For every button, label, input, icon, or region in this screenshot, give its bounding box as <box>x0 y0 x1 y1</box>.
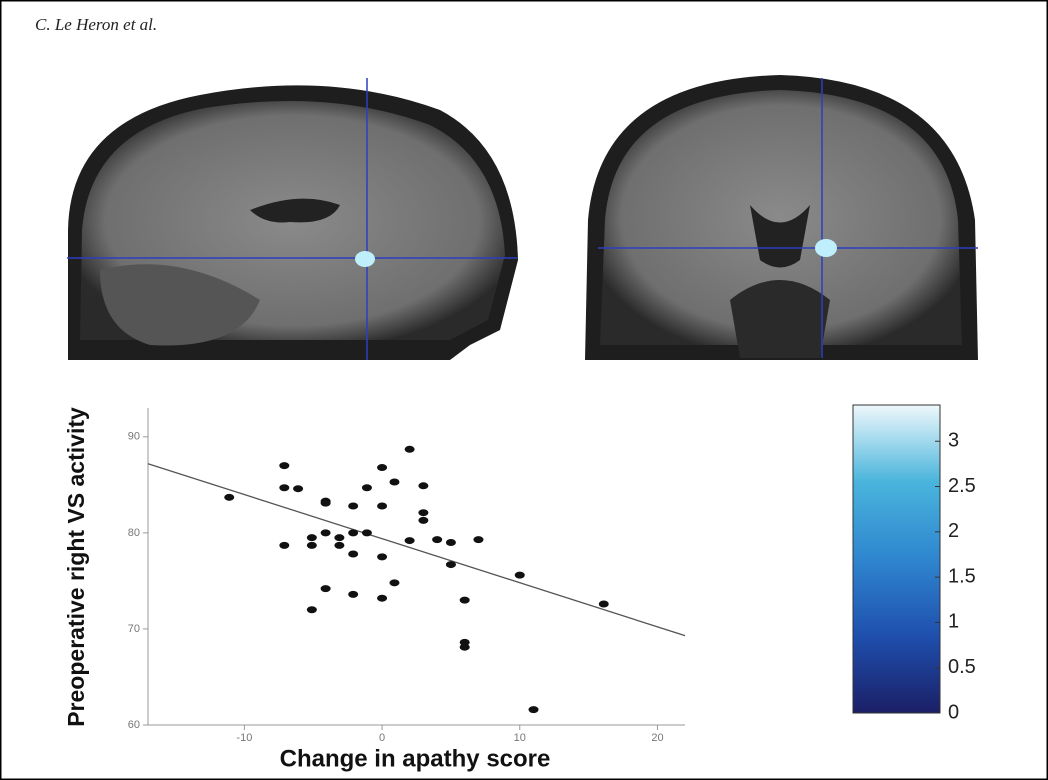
data-point <box>321 529 331 536</box>
coronal-image <box>585 75 978 360</box>
colorbar-tick-label: 2.5 <box>948 475 976 497</box>
data-point <box>446 539 456 546</box>
data-point <box>599 600 609 607</box>
colorbar-tick-label: 1.5 <box>948 565 976 587</box>
figure: C. Le Heron et al. Preoperative right VS… <box>0 0 1048 780</box>
data-point <box>293 485 303 492</box>
data-point <box>418 482 428 489</box>
data-point <box>334 542 344 549</box>
data-point <box>348 502 358 509</box>
colorbar-tick-label: 1 <box>948 611 959 633</box>
data-point <box>348 551 358 558</box>
data-point <box>389 478 399 485</box>
data-point <box>377 595 387 602</box>
data-point <box>529 706 539 713</box>
y-tick-label: 70 <box>128 623 140 635</box>
data-point <box>321 500 331 507</box>
y-tick-label: 80 <box>128 527 140 539</box>
data-point <box>377 464 387 471</box>
data-point <box>460 644 470 651</box>
data-point <box>432 536 442 543</box>
colorbar-tick-label: 0.5 <box>948 656 976 678</box>
colorbar-tick-label: 3 <box>948 430 959 452</box>
data-point <box>473 536 483 543</box>
header-text: C. Le Heron et al. <box>35 15 157 34</box>
y-axis-label: Preoperative right VS activity <box>63 407 89 727</box>
data-point <box>348 591 358 598</box>
data-point <box>362 484 372 491</box>
data-point <box>279 462 289 469</box>
page: Figure html, body { margin: 0; padding: … <box>0 0 1048 780</box>
data-point <box>279 484 289 491</box>
data-point <box>321 585 331 592</box>
page-body: {"header": {"text": "C. Le Heron et al."… <box>0 0 1048 780</box>
colorbar <box>853 405 940 713</box>
data-point <box>460 597 470 604</box>
y-tick-label: 60 <box>128 719 140 731</box>
sagittal-image <box>65 75 520 360</box>
data-point <box>279 542 289 549</box>
data-point <box>334 534 344 541</box>
data-point <box>418 509 428 516</box>
colorbar-tick-label: 2 <box>948 520 959 542</box>
data-point <box>377 502 387 509</box>
data-point <box>446 561 456 568</box>
data-point <box>348 529 358 536</box>
x-tick-label: -10 <box>236 732 252 744</box>
data-point <box>307 606 317 613</box>
data-point <box>405 537 415 544</box>
x-axis-label: Change in apathy score <box>280 745 551 772</box>
data-point <box>362 529 372 536</box>
data-point <box>377 553 387 560</box>
data-point <box>307 534 317 541</box>
data-point <box>389 579 399 586</box>
x-tick-label: 10 <box>514 732 526 744</box>
data-point <box>307 542 317 549</box>
colorbar-tick-label: 0 <box>948 701 959 723</box>
x-tick-label: 20 <box>651 732 663 744</box>
data-point <box>418 517 428 524</box>
y-tick-label: 90 <box>128 431 140 443</box>
data-point <box>515 572 525 579</box>
data-point <box>405 446 415 453</box>
x-tick-label: 0 <box>379 732 385 744</box>
data-point <box>224 494 234 501</box>
